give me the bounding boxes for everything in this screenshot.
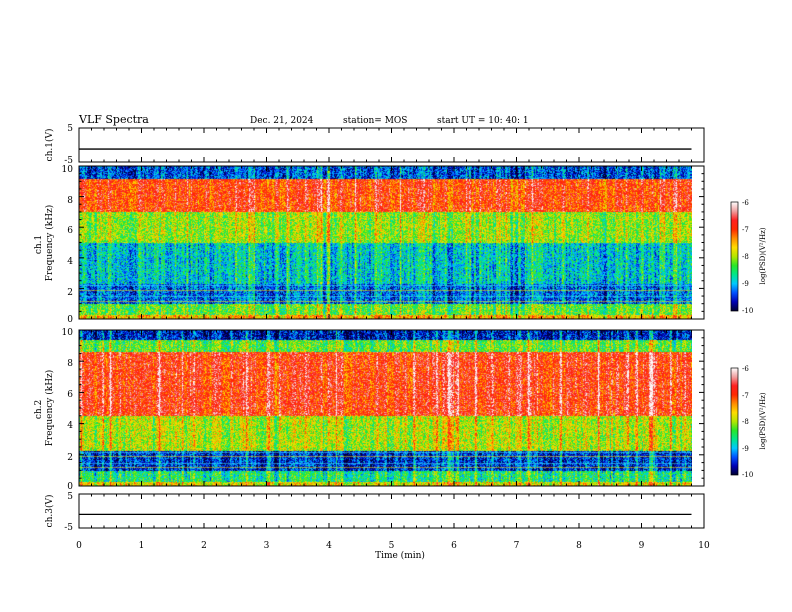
header-station: station= MOS bbox=[343, 116, 407, 126]
ch2-spectrogram-yticks: 0 2 4 6 8 10 bbox=[62, 328, 74, 492]
ch1-colorbar-gradient bbox=[730, 201, 739, 312]
ch1-ytick-bottom: -5 bbox=[64, 156, 73, 166]
ch1-ylabel-line1: ch.1 bbox=[34, 235, 44, 254]
ch3-ytick-top: 5 bbox=[67, 492, 73, 502]
ch2-colorbar-gradient bbox=[730, 367, 739, 476]
x-tick-label: 4 bbox=[326, 541, 332, 551]
ch3-waveform-ylabel: ch.3(V) bbox=[44, 495, 55, 528]
x-tick-labels: 0 1 2 3 4 5 6 7 8 9 10 bbox=[76, 541, 710, 551]
ch2-colorbar-tick: -8 bbox=[742, 418, 749, 426]
ch1-colorbar-tick: -9 bbox=[742, 280, 749, 288]
ch1-waveform-yticks: 5 -5 bbox=[64, 124, 73, 166]
ch1-spectrogram-raster bbox=[79, 166, 692, 319]
ch1-waveform-ylabel: ch.1(V) bbox=[44, 129, 55, 162]
ch1-spec-ytick: 10 bbox=[62, 165, 74, 175]
x-tick-label: 6 bbox=[451, 541, 457, 551]
x-tick-label: 1 bbox=[139, 541, 145, 551]
x-tick-label: 2 bbox=[201, 541, 207, 551]
ch1-colorbar-tick: -7 bbox=[742, 226, 749, 234]
ch1-colorbar-tick: -10 bbox=[742, 307, 753, 315]
ch1-spectrogram-ylabel: ch.1 Frequency (kHz) bbox=[34, 205, 55, 282]
ch3-waveform-frame bbox=[78, 493, 705, 529]
ch2-spectrogram-ylabel: ch.2 Frequency (kHz) bbox=[34, 370, 55, 447]
ch2-ylabel-line1: ch.2 bbox=[34, 400, 44, 419]
x-tick-label: 0 bbox=[76, 541, 82, 551]
x-axis-label: Time (min) bbox=[375, 550, 425, 561]
ch1-colorbar-tick: -6 bbox=[742, 199, 749, 207]
axis-ticks bbox=[78, 128, 705, 528]
ch2-colorbar-tick: -6 bbox=[742, 365, 749, 373]
ch2-colorbar: -6 -7 -8 -9 -10 log(PSD)(V²/Hz) bbox=[730, 365, 767, 479]
ch2-colorbar-label: log(PSD)(V²/Hz) bbox=[759, 392, 767, 449]
ch1-ytick-top: 5 bbox=[67, 124, 73, 134]
header-start-ut: start UT = 10: 40: 1 bbox=[437, 116, 529, 126]
ch1-spec-ytick: 0 bbox=[67, 315, 73, 325]
ch2-spec-ytick: 10 bbox=[62, 328, 74, 338]
x-tick-label: 10 bbox=[698, 541, 710, 551]
ch2-spec-ytick: 2 bbox=[67, 453, 73, 463]
ch1-waveform-frame bbox=[78, 127, 705, 163]
ch1-ylabel-line2: Frequency (kHz) bbox=[44, 205, 55, 282]
header-date: Dec. 21, 2024 bbox=[250, 116, 314, 126]
ch2-colorbar-tick: -9 bbox=[742, 445, 749, 453]
ch1-spec-ytick: 8 bbox=[67, 196, 73, 206]
ch2-colorbar-tick: -7 bbox=[742, 392, 749, 400]
x-tick-label: 8 bbox=[576, 541, 582, 551]
x-tick-label: 3 bbox=[264, 541, 270, 551]
ch2-spec-ytick: 0 bbox=[67, 482, 73, 492]
ch1-spectrogram-yticks: 0 2 4 6 8 10 bbox=[62, 165, 74, 325]
x-tick-label: 5 bbox=[389, 541, 395, 551]
figure-title: VLF Spectra bbox=[78, 113, 149, 126]
ch2-spectrogram-raster bbox=[79, 330, 692, 486]
ch1-spec-ytick: 6 bbox=[67, 226, 73, 236]
ch1-spectrogram-image bbox=[79, 166, 692, 319]
ch2-spec-ytick: 6 bbox=[67, 390, 73, 400]
ch1-colorbar-tick: -8 bbox=[742, 253, 749, 261]
ch1-spec-ytick: 4 bbox=[67, 257, 73, 267]
ch2-spec-ytick: 4 bbox=[67, 421, 73, 431]
ch2-colorbar-tick: -10 bbox=[742, 471, 753, 479]
ch2-spectrogram-image bbox=[79, 330, 692, 486]
ch1-colorbar-label: log(PSD)(V²/Hz) bbox=[759, 227, 767, 284]
ch3-waveform-yticks: 5 -5 bbox=[64, 492, 73, 533]
ch1-spec-ytick: 2 bbox=[67, 288, 73, 298]
ch2-ylabel-line2: Frequency (kHz) bbox=[44, 370, 55, 447]
x-tick-label: 9 bbox=[639, 541, 645, 551]
x-tick-label: 7 bbox=[514, 541, 520, 551]
ch3-ytick-bottom: -5 bbox=[64, 523, 73, 533]
ch1-colorbar: -6 -7 -8 -9 -10 log(PSD)(V²/Hz) bbox=[730, 199, 767, 315]
ch2-spec-ytick: 8 bbox=[67, 359, 73, 369]
